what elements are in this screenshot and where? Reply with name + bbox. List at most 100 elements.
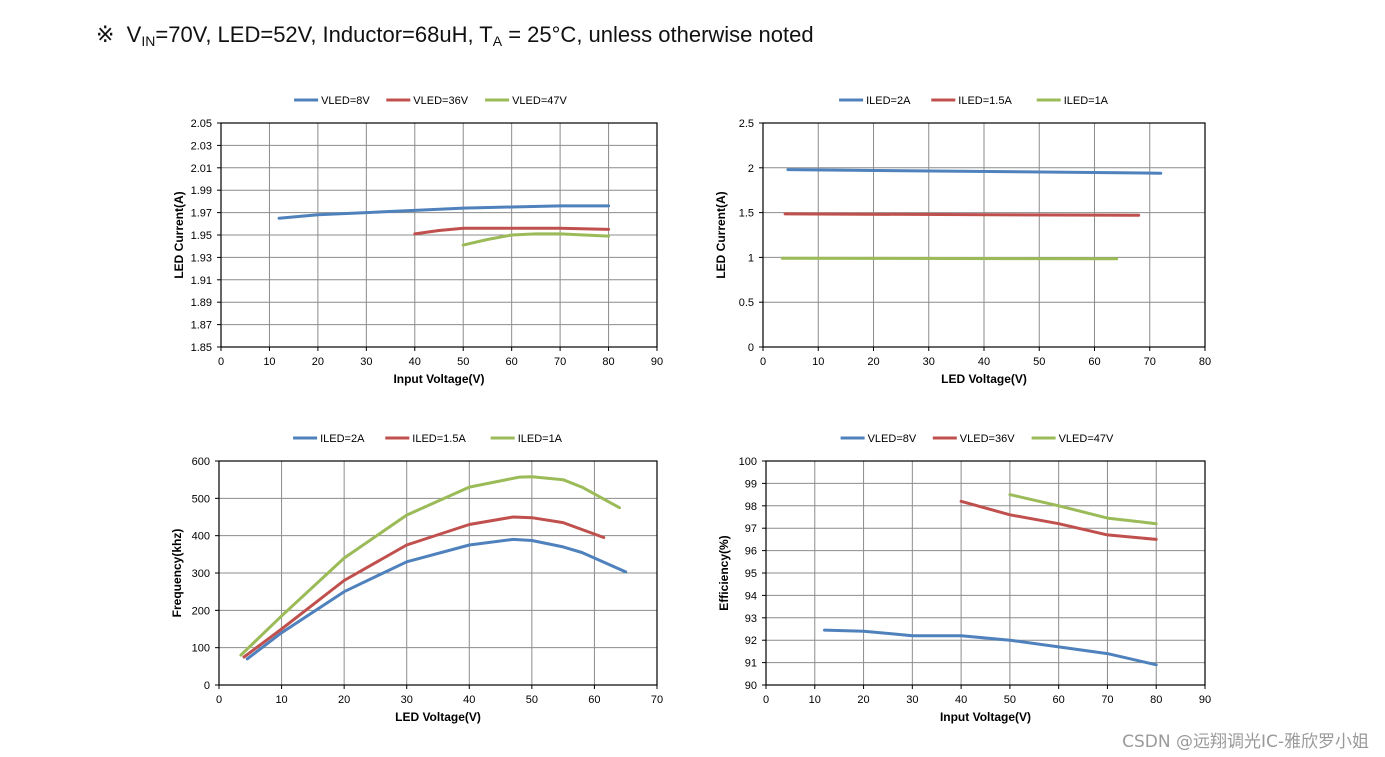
y-tick-label: 2.5	[739, 118, 754, 130]
x-axis-label: Input Voltage(V)	[393, 372, 484, 386]
x-tick-label: 40	[463, 694, 475, 706]
series-line-3	[461, 232, 611, 247]
y-tick-label: 97	[745, 523, 757, 535]
y-tick-label: 2.01	[191, 163, 212, 175]
x-tick-label: 30	[906, 694, 918, 706]
y-tick-label: 500	[192, 493, 210, 505]
x-tick-label: 0	[218, 356, 224, 368]
y-tick-label: 0	[748, 342, 754, 354]
series-line-1	[823, 628, 1158, 667]
x-tick-label: 90	[1199, 694, 1211, 706]
header-part2: = 25°C, unless otherwise noted	[502, 22, 814, 47]
series-line-3	[1008, 493, 1158, 526]
note-symbol: ※	[96, 22, 115, 47]
y-tick-label: 92	[745, 635, 757, 647]
y-tick-label: 1.91	[191, 275, 212, 287]
x-tick-label: 20	[312, 356, 324, 368]
chart-c1: 0 10 20 30 40 50 60 70 80 90 1.85 1.87 1.89 1.91 1.93 1…	[172, 95, 663, 386]
y-tick-label: 1.93	[191, 252, 212, 264]
x-tick-label: 20	[857, 694, 869, 706]
header-v: V	[126, 22, 142, 47]
y-axis-label: Efficiency(%)	[717, 535, 731, 610]
y-tick-label: 100	[739, 456, 757, 468]
legend-label-3: ILED=1A	[518, 433, 563, 445]
x-tick-label: 70	[554, 356, 566, 368]
x-axis-label: LED Voltage(V)	[941, 372, 1027, 386]
y-tick-label: 1.85	[191, 342, 212, 354]
y-tick-label: 1.87	[191, 320, 212, 332]
y-tick-label: 600	[192, 456, 210, 468]
x-tick-label: 50	[1033, 356, 1045, 368]
y-tick-label: 99	[745, 478, 757, 490]
series-line-2	[959, 499, 1158, 541]
y-tick-label: 1	[748, 252, 754, 264]
x-tick-label: 70	[1101, 694, 1113, 706]
y-tick-label: 94	[745, 590, 757, 602]
y-tick-label: 400	[192, 531, 210, 543]
y-tick-label: 91	[745, 658, 757, 670]
series-line-2	[242, 515, 606, 659]
y-tick-label: 90	[745, 680, 757, 692]
x-tick-label: 0	[216, 694, 222, 706]
x-tick-label: 60	[1088, 356, 1100, 368]
y-tick-label: 1.95	[191, 230, 212, 242]
x-tick-label: 20	[338, 694, 350, 706]
x-tick-label: 70	[651, 694, 663, 706]
x-tick-label: 10	[275, 694, 287, 706]
series-line-2	[413, 226, 611, 236]
x-axis-label: LED Voltage(V)	[395, 710, 481, 724]
x-tick-label: 50	[1004, 694, 1016, 706]
x-tick-label: 60	[1053, 694, 1065, 706]
series-line-2	[783, 212, 1141, 217]
x-tick-label: 40	[978, 356, 990, 368]
x-tick-label: 30	[360, 356, 372, 368]
y-tick-label: 200	[192, 605, 210, 617]
y-tick-label: 96	[745, 546, 757, 558]
x-tick-label: 10	[812, 356, 824, 368]
y-tick-label: 1.97	[191, 208, 212, 220]
y-tick-label: 93	[745, 613, 757, 625]
legend-label-2: ILED=1.5A	[958, 95, 1012, 107]
x-tick-label: 80	[1199, 356, 1211, 368]
series-line-1	[277, 204, 611, 220]
x-tick-label: 0	[763, 694, 769, 706]
chart-c4: 0 10 20 30 40 50 60 70 80 90 90 91 92 93 94 95 96 97 98 99 1…	[717, 433, 1211, 724]
y-axis-label: LED Current(A)	[714, 191, 728, 278]
legend-label-2: VLED=36V	[413, 95, 468, 107]
y-tick-label: 0.5	[739, 297, 754, 309]
y-axis-label: Frequency(khz)	[170, 529, 184, 618]
x-tick-label: 60	[588, 694, 600, 706]
legend-label-3: VLED=47V	[1059, 433, 1114, 445]
legend-label-1: ILED=2A	[866, 95, 911, 107]
x-axis-label: Input Voltage(V)	[940, 710, 1031, 724]
legend-label-2: ILED=1.5A	[412, 433, 466, 445]
x-tick-label: 80	[1150, 694, 1162, 706]
x-tick-label: 60	[506, 356, 518, 368]
x-tick-label: 30	[401, 694, 413, 706]
x-tick-label: 30	[923, 356, 935, 368]
x-tick-label: 20	[867, 356, 879, 368]
series-line-1	[786, 168, 1163, 175]
x-tick-label: 50	[457, 356, 469, 368]
x-tick-label: 70	[1144, 356, 1156, 368]
chart-c2: 0 10 20 30 40 50 60 70 80 0 0.5 1 1.5 2 2.5 LED Voltage…	[714, 95, 1211, 386]
x-tick-label: 80	[602, 356, 614, 368]
y-tick-label: 95	[745, 568, 757, 580]
series-line-1	[245, 537, 628, 661]
y-tick-label: 1.5	[739, 208, 754, 220]
x-tick-label: 90	[651, 356, 663, 368]
legend-label-3: VLED=47V	[512, 95, 567, 107]
header-ta-sub: A	[492, 33, 503, 49]
y-tick-label: 0	[204, 680, 210, 692]
y-tick-label: 300	[192, 568, 210, 580]
y-tick-label: 2	[748, 163, 754, 175]
y-axis-label: LED Current(A)	[172, 191, 186, 278]
x-tick-label: 0	[760, 356, 766, 368]
y-tick-label: 1.99	[191, 185, 212, 197]
watermark: CSDN @远翔调光IC-雅欣罗小姐	[1122, 732, 1369, 752]
y-tick-label: 98	[745, 501, 757, 513]
legend-label-1: ILED=2A	[320, 433, 365, 445]
legend-label-1: VLED=8V	[321, 95, 370, 107]
header-vin-sub: IN	[141, 33, 156, 49]
